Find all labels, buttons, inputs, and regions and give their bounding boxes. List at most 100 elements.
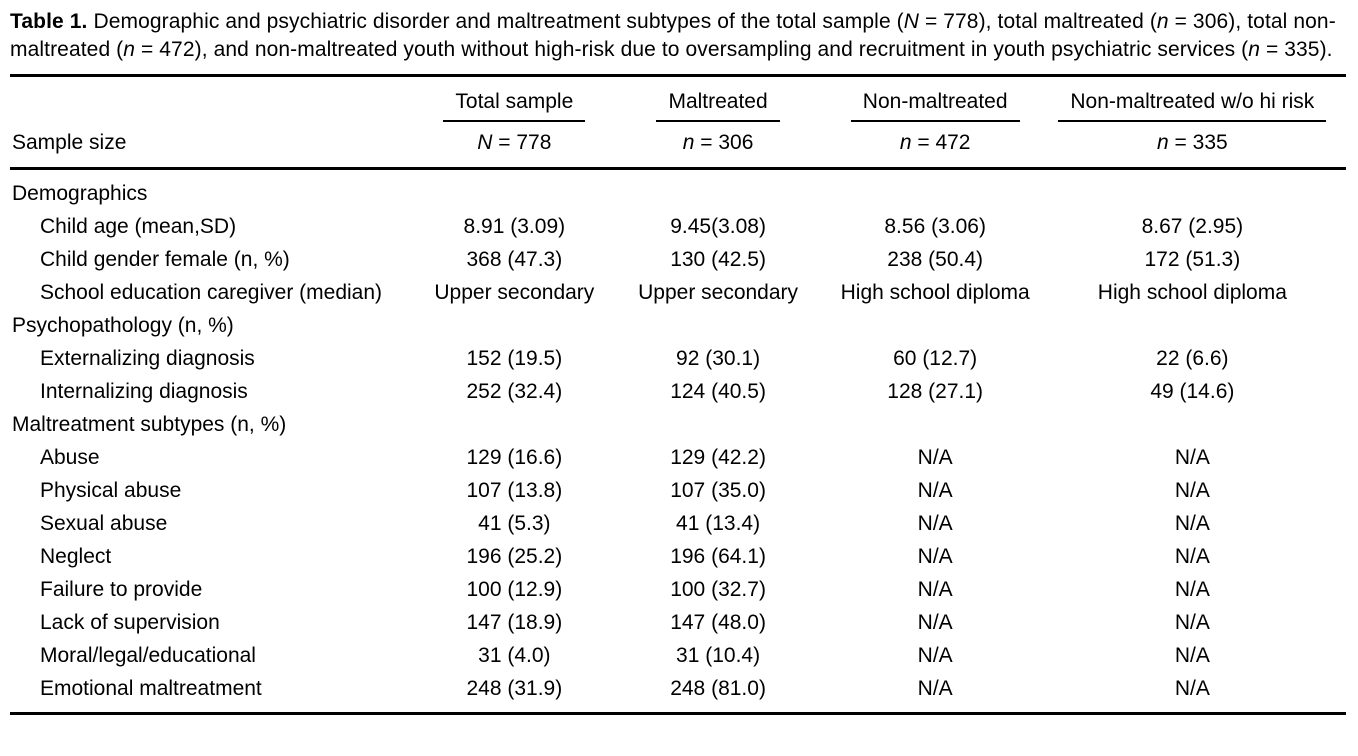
cell-maltreated: 92 (30.1) [676,346,761,370]
table-row: Externalizing diagnosis 152 (19.5) 92 (3… [10,342,1346,375]
row-label: Emotional maltreatment [40,676,262,700]
row-label: Child gender female (n, %) [40,247,290,271]
row-label: Failure to provide [40,577,203,601]
caption-text: = 335). [1260,38,1333,61]
table-row: Child age (mean,SD) 8.91 (3.09) 9.45(3.0… [10,210,1346,243]
sample-size-label: Sample size [10,122,425,170]
row-label: School education caregiver (median) [40,280,383,304]
empty-header-cell [10,76,424,123]
cell-total-sample: 147 (18.9) [466,610,563,634]
cell-non-maltreated-wo-hi-risk: 8.67 (2.95) [1141,214,1244,238]
caption-text: = 778), total maltreated ( [919,10,1157,33]
cell-maltreated: Upper secondary [638,280,799,304]
sample-size-non-maltreated: n = 472 [831,122,1039,170]
cell-non-maltreated-wo-hi-risk: N/A [1174,478,1210,502]
cell-non-maltreated: N/A [917,478,953,502]
col-header-maltreated: Maltreated [605,76,832,122]
row-label: Sexual abuse [40,511,168,535]
cell-total-sample: 107 (13.8) [466,478,563,502]
cell-maltreated: 9.45(3.08) [670,214,766,238]
row-label: Physical abuse [40,478,182,502]
cell-non-maltreated: N/A [917,676,953,700]
sample-size-value: = 778 [492,131,552,154]
col-header-label: Non-maltreated w/o hi risk [1058,90,1327,122]
table-row: Moral/legal/educational 31 (4.0) 31 (10.… [10,639,1346,672]
cell-total-sample: 129 (16.6) [466,445,563,469]
table-row: Child gender female (n, %) 368 (47.3) 13… [10,243,1346,276]
cell-non-maltreated: 60 (12.7) [893,346,978,370]
cell-maltreated: 31 (10.4) [676,643,761,667]
cell-total-sample: 248 (31.9) [466,676,563,700]
row-label: Maltreatment subtypes (n, %) [12,412,287,436]
cell-non-maltreated: 8.56 (3.06) [884,214,986,238]
table-row: Emotional maltreatment 248 (31.9) 248 (8… [10,672,1346,714]
cell-non-maltreated-wo-hi-risk: 172 (51.3) [1144,247,1241,271]
table-row: Abuse 129 (16.6) 129 (42.2) N/A N/A [10,441,1346,474]
cell-non-maltreated-wo-hi-risk: High school diploma [1097,280,1287,304]
sample-size-non-maltreated-wo-hi-risk: n = 335 [1038,122,1346,170]
sample-size-total-sample: N = 778 [424,122,605,170]
row-label: Psychopathology (n, %) [12,313,234,337]
cell-total-sample: 196 (25.2) [466,544,563,568]
cell-non-maltreated: N/A [917,445,953,469]
cell-total-sample [424,309,604,342]
cell-non-maltreated: N/A [917,544,953,568]
cell-total-sample [424,169,604,211]
sample-size-value: = 335 [1168,131,1228,154]
table-row: Internalizing diagnosis 252 (32.4) 124 (… [10,375,1346,408]
cell-maltreated: 129 (42.2) [670,445,766,469]
cell-non-maltreated-wo-hi-risk: 49 (14.6) [1150,379,1235,403]
row-label: Neglect [40,544,112,568]
table-row-section: Demographics [10,169,1346,211]
table-row: Failure to provide 100 (12.9) 100 (32.7)… [10,573,1346,606]
cell-non-maltreated: N/A [917,511,953,535]
table-caption: Table 1. Demographic and psychiatric diso… [10,8,1346,64]
cell-maltreated [605,309,832,342]
cell-total-sample: 252 (32.4) [466,379,563,403]
col-header-label: Total sample [443,90,586,122]
sample-size-row: Sample size N = 778 n = 306 n = 472 n = … [10,122,1346,170]
cell-non-maltreated [832,309,1039,342]
sample-size-value: = 306 [694,131,754,154]
cell-non-maltreated [832,408,1039,441]
sample-size-value: = 472 [911,131,971,154]
cell-total-sample: 152 (19.5) [466,346,563,370]
cell-non-maltreated-wo-hi-risk [1039,408,1346,441]
table-row-section: Psychopathology (n, %) [10,309,1346,342]
cell-maltreated: 124 (40.5) [670,379,766,403]
n-symbol: n [682,131,695,154]
cell-maltreated: 41 (13.4) [676,511,761,535]
row-label: Internalizing diagnosis [40,379,248,403]
cell-total-sample: 100 (12.9) [466,577,563,601]
paper-page: Table 1. Demographic and psychiatric diso… [10,8,1346,715]
cell-total-sample: Upper secondary [434,280,595,304]
row-label: Abuse [40,445,100,469]
cell-non-maltreated-wo-hi-risk: 22 (6.6) [1156,346,1229,370]
cell-maltreated: 100 (32.7) [670,577,766,601]
cell-maltreated: 107 (35.0) [670,478,766,502]
cell-non-maltreated: High school diploma [840,280,1030,304]
cell-non-maltreated: 128 (27.1) [887,379,984,403]
cell-non-maltreated [832,169,1039,211]
cell-total-sample: 31 (4.0) [478,643,551,667]
column-header-row: Total sample Maltreated Non-maltreated N… [10,76,1346,123]
cell-non-maltreated-wo-hi-risk: N/A [1174,544,1210,568]
cell-non-maltreated: N/A [917,643,953,667]
caption-n-symbol: N [903,10,920,33]
data-table: Total sample Maltreated Non-maltreated N… [10,74,1346,715]
cell-non-maltreated-wo-hi-risk: N/A [1174,445,1210,469]
row-label: Externalizing diagnosis [40,346,255,370]
col-header-total-sample: Total sample [424,76,604,122]
n-symbol: N [477,131,493,154]
cell-non-maltreated-wo-hi-risk: N/A [1174,577,1210,601]
row-label: Moral/legal/educational [40,643,256,667]
cell-total-sample [424,408,604,441]
cell-total-sample: 41 (5.3) [478,511,551,535]
table-row: Sexual abuse 41 (5.3) 41 (13.4) N/A N/A [10,507,1346,540]
table-row: Neglect 196 (25.2) 196 (64.1) N/A N/A [10,540,1346,573]
cell-non-maltreated: N/A [917,577,953,601]
table-row: Physical abuse 107 (13.8) 107 (35.0) N/A… [10,474,1346,507]
caption-n-symbol: n [1156,10,1169,33]
table-row: Lack of supervision 147 (18.9) 147 (48.0… [10,606,1346,639]
n-symbol: n [1157,131,1169,154]
